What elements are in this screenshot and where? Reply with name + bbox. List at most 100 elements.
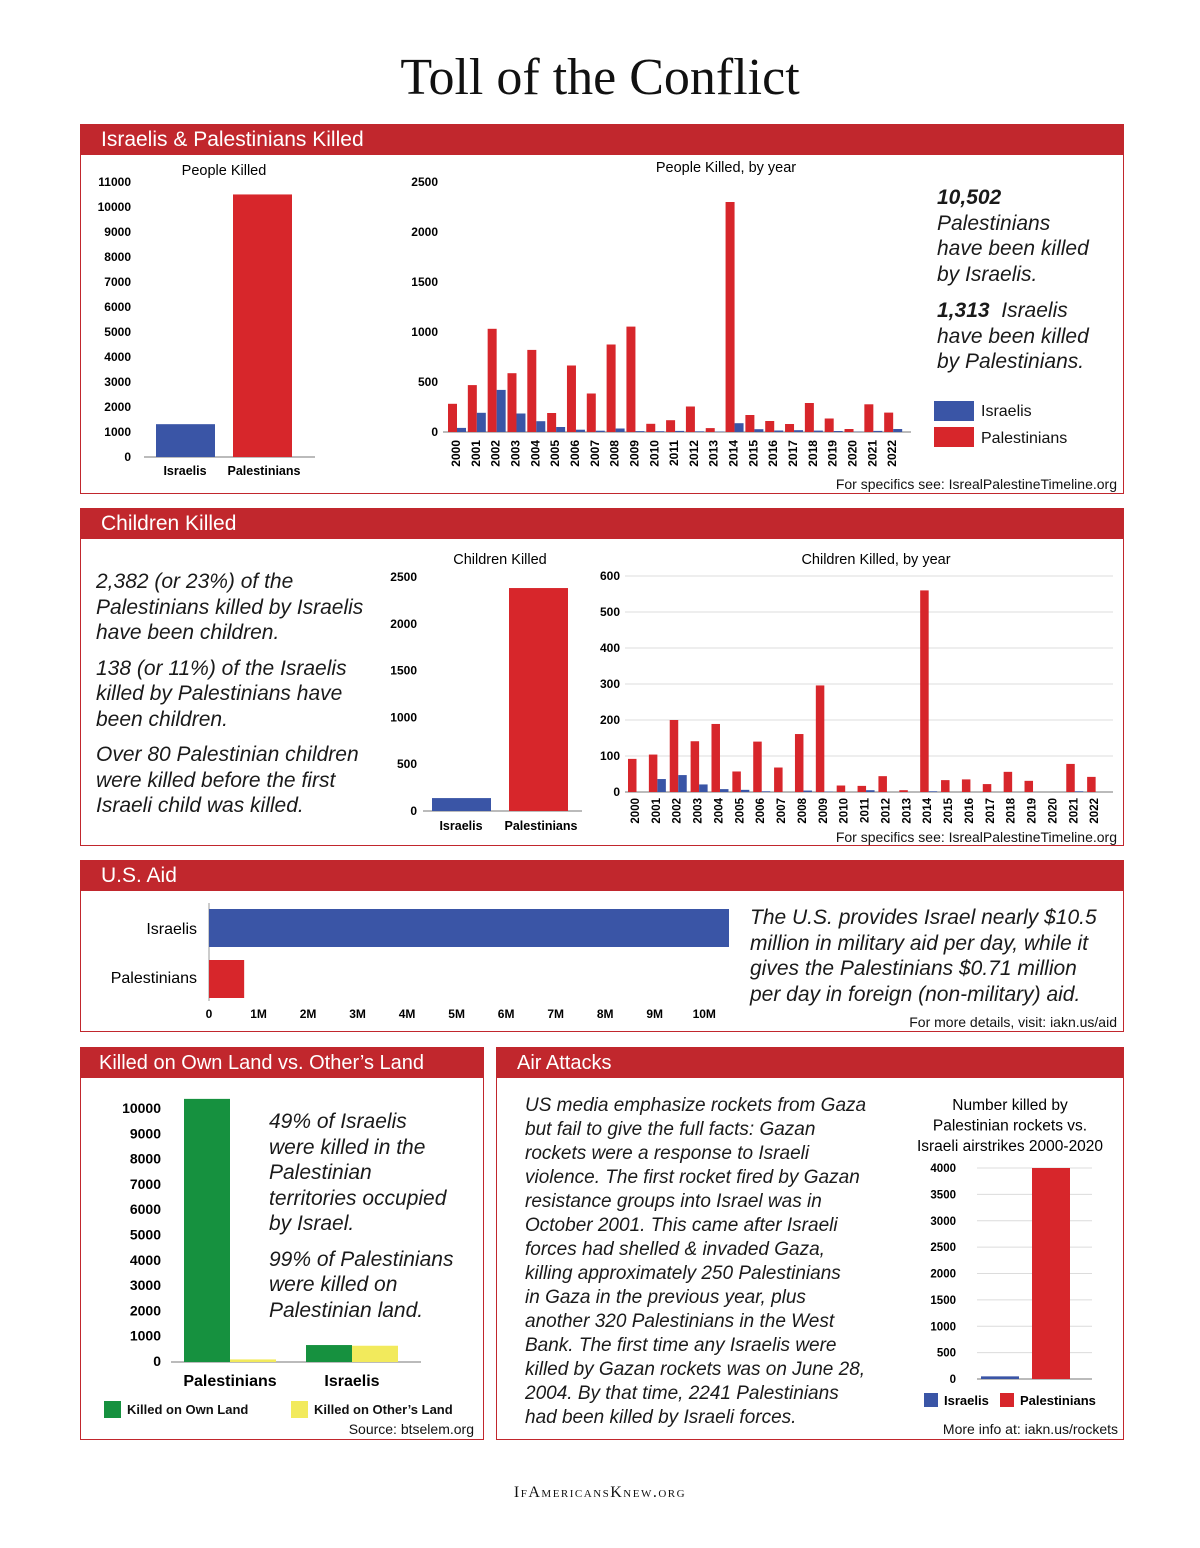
air-attacks-text: US media emphasize rockets from Gaza but… xyxy=(525,1094,895,1430)
bar-palestinians xyxy=(941,780,950,792)
chart-own-vs-other-land: 0 1000 2000 3000 4000 5000 6000 7000 8000 9000 100… xyxy=(122,1098,421,1390)
y-tick-label: 10000 xyxy=(122,1100,161,1116)
chart-title: People Killed, by year xyxy=(656,160,796,176)
text-line: rockets were a response to Israeli xyxy=(525,1143,810,1164)
panel-header: Killed on Own Land vs. Other’s Land xyxy=(81,1048,483,1078)
x-tick-label: 2020 xyxy=(1047,798,1059,824)
x-tick-label: Israelis xyxy=(439,819,482,833)
bar-palestinians xyxy=(857,785,867,792)
panel-children-killed: Children Killed 2,382 (or 23%) of the Pa… xyxy=(80,508,1124,846)
text-line: were killed before the first xyxy=(96,768,336,792)
x-tick-label: Israelis xyxy=(163,464,206,478)
bar-palestinians xyxy=(785,424,795,432)
y-tick-label: 1500 xyxy=(411,275,438,289)
bar-israelis xyxy=(678,775,687,792)
bar-israelis xyxy=(981,1376,1019,1379)
y-tick-label: 2000 xyxy=(390,617,417,631)
bar-palestinians xyxy=(774,767,783,792)
source-note: For specifics see: IsrealPalestineTimeli… xyxy=(835,829,1117,845)
panel-header: Air Attacks xyxy=(497,1048,1123,1078)
aid-text: The U.S. provides Israel nearly $10.5 mi… xyxy=(750,905,1122,1007)
y-tick-label: 10000 xyxy=(98,200,132,214)
x-tick-label: 2001 xyxy=(651,797,663,823)
y-tick-label: 0 xyxy=(124,450,131,464)
text-line: Palestinian land. xyxy=(269,1298,424,1322)
text-line: been children. xyxy=(96,707,228,731)
bar-israelis xyxy=(761,791,771,792)
stat-palestinians-killed: 10,502 Palestinians have been killed by … xyxy=(937,185,1117,287)
y-tick-label: 6000 xyxy=(104,300,131,314)
x-tick-label: 2018 xyxy=(806,440,820,467)
panel-header: U.S. Aid xyxy=(81,861,1123,891)
legend-label-others-land: Killed on Other’s Land xyxy=(314,1402,453,1417)
bar-palestinians xyxy=(233,194,292,457)
x-tick-label: 3M xyxy=(349,1007,366,1021)
x-tick-label: 2004 xyxy=(528,440,542,467)
y-tick-label: 0 xyxy=(410,804,417,818)
x-tick-label: 2022 xyxy=(885,440,899,467)
x-tick-label: 2008 xyxy=(797,797,809,823)
bar-israelis xyxy=(893,429,903,432)
y-tick-label: 0 xyxy=(950,1374,956,1386)
legend-label-own-land: Killed on Own Land xyxy=(127,1402,249,1417)
bar-palestinians xyxy=(864,404,874,432)
y-tick-label: 1000 xyxy=(390,710,417,724)
bar-palestinians xyxy=(884,412,894,432)
text-line: million in military aid per day, while i… xyxy=(750,931,1089,955)
text-line: Palestinians killed by Israelis xyxy=(96,595,364,619)
stat-line: Palestinians xyxy=(937,211,1051,235)
chart-people-killed-total: People Killed 0 1000 2000 3000 4000 5000 6000 70… xyxy=(98,163,315,478)
bar-palestinians xyxy=(527,349,537,432)
chart-title: People Killed xyxy=(182,163,267,179)
y-tick-label: 4000 xyxy=(930,1163,956,1175)
x-tick-label: Palestinians xyxy=(228,464,301,478)
y-tick-label: 9000 xyxy=(130,1125,161,1141)
bar-israelis xyxy=(694,431,704,432)
bar-palestinians xyxy=(566,365,576,432)
text-line: 138 (or 11%) of the Israelis xyxy=(96,656,347,680)
text-line: 99% of Palestinians xyxy=(269,1247,454,1271)
bar-palestinians xyxy=(1087,776,1096,792)
bar-palestinians xyxy=(509,588,568,811)
y-tick-label: 500 xyxy=(418,375,438,389)
x-tick-label: 0 xyxy=(206,1007,213,1021)
y-tick-label: 1000 xyxy=(411,325,438,339)
bar-palestinians xyxy=(606,344,616,432)
bar-palestinians xyxy=(646,423,656,432)
bar-palestinians xyxy=(765,421,775,432)
x-tick-label: 2000 xyxy=(449,440,463,467)
y-tick-label: 1000 xyxy=(104,425,131,439)
bar-palestinians xyxy=(487,328,497,432)
text-line: 49% of Israelis xyxy=(269,1110,407,1133)
x-tick-label: 2014 xyxy=(727,440,741,467)
bar-palestinians xyxy=(961,779,971,792)
y-tick-label: 3000 xyxy=(104,375,131,389)
land-text: 49% of Israelis were killed in the Pales… xyxy=(269,1109,479,1323)
y-tick-label: 2000 xyxy=(411,225,438,239)
bar-palestinians xyxy=(448,403,457,432)
chart-rockets-vs-airstrikes: Number killed by Palestinian rockets vs. I… xyxy=(917,1097,1103,1408)
bar-palestinians xyxy=(586,393,596,432)
bar-palestinians xyxy=(920,590,929,792)
y-tick-label: 400 xyxy=(600,641,620,655)
text-line: territories occupied xyxy=(269,1186,447,1210)
y-tick-label: 0 xyxy=(153,1353,161,1369)
text-line: another 320 Palestinians in the West xyxy=(525,1311,835,1332)
bar-israelis xyxy=(457,427,466,432)
bar-palestinians xyxy=(209,960,245,998)
panel-header: Children Killed xyxy=(81,509,1123,539)
y-tick-label: 3000 xyxy=(930,1216,956,1228)
bar-israelis xyxy=(575,429,585,432)
bar-palestinians xyxy=(725,202,735,432)
y-tick-label: 5000 xyxy=(130,1227,161,1243)
bar-palestinians xyxy=(626,326,636,432)
legend-swatch-israelis xyxy=(924,1393,938,1407)
stat-israelis-killed: 1,313 Israelis have been killed by Pales… xyxy=(937,298,1117,375)
chart-children-killed-by-year: Children Killed, by year 0 100 200 300 400 500… xyxy=(600,552,1113,824)
y-tick-label: 4000 xyxy=(130,1252,161,1268)
x-tick-label: 2002 xyxy=(672,798,684,824)
x-tick-label: Palestinians xyxy=(505,819,578,833)
bar-palestinians xyxy=(899,790,908,792)
chart-title-line: Number killed by xyxy=(952,1097,1068,1114)
x-tick-label: Israelis xyxy=(324,1373,379,1390)
